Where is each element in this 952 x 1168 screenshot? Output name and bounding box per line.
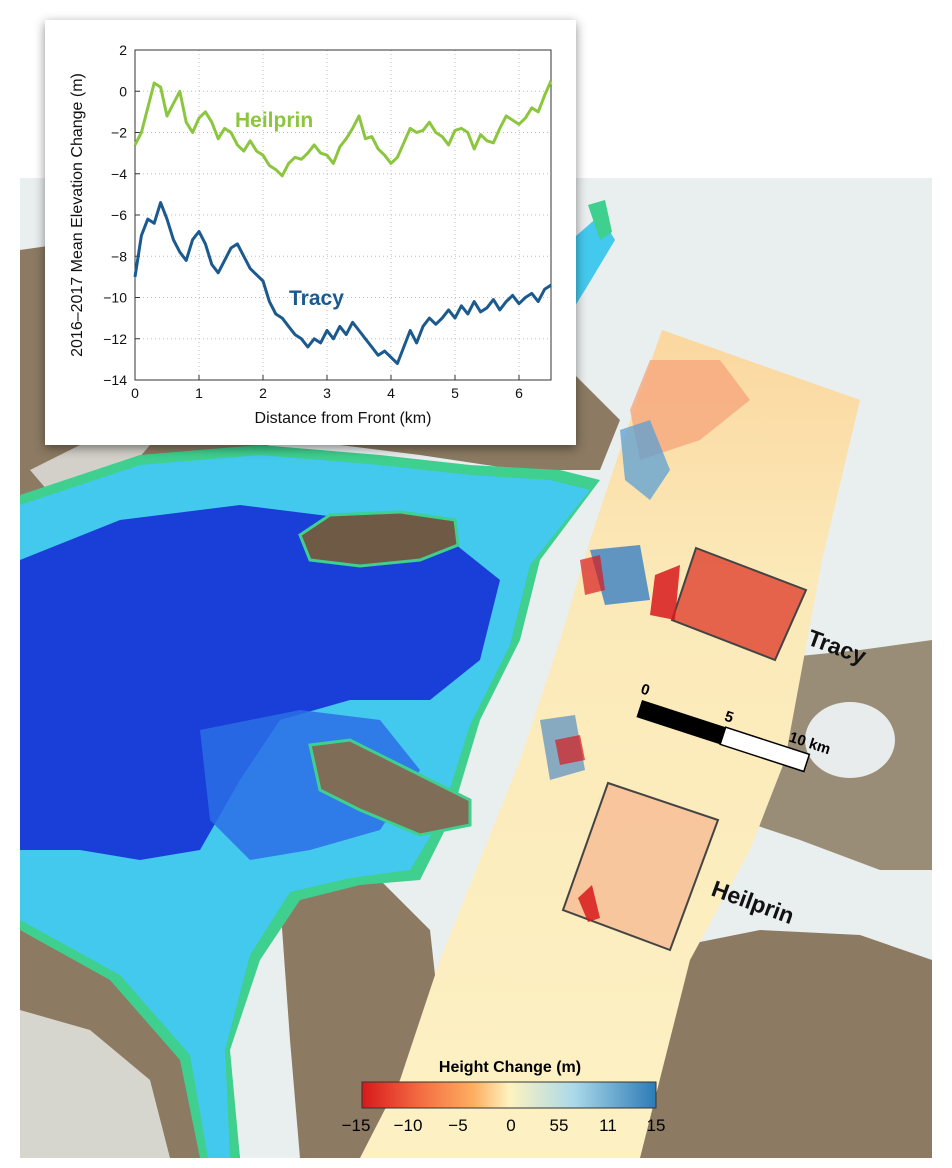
tracy-red-scatter: [580, 555, 605, 595]
series-label-heilprin: Heilprin: [235, 109, 313, 132]
series-label-tracy: Tracy: [289, 287, 344, 310]
heilprin-box: [561, 781, 720, 952]
land-east-snow: [805, 702, 895, 778]
scale-bar-white-segment: [719, 726, 811, 773]
scale-bar-black-segment: [636, 700, 726, 745]
x-axis-title: Distance from Front (km): [255, 410, 432, 427]
series-line-tracy: [133, 201, 552, 365]
legend-title: Height Change (m): [439, 1059, 581, 1076]
fjord-upper-shelf: [588, 200, 612, 240]
legend-tick: −5: [448, 1116, 467, 1135]
island-south: [308, 738, 472, 837]
y-tick-label: −4: [111, 166, 127, 182]
chart-svg: 0 1 2 3 4 5 6 2 0 −2 −4 −6 −8 −10 −12 −14 Distance from…: [69, 42, 553, 427]
x-tick-label: 2: [259, 385, 267, 401]
legend-tick: 0: [506, 1116, 515, 1135]
land-southwest-snow: [20, 1010, 170, 1158]
strip-red-top: [630, 360, 750, 460]
island-north: [298, 510, 460, 568]
height-change-legend: Height Change (m) −15 −10 −5 0 55 11 15: [342, 1059, 666, 1135]
strip-blue-patch: [620, 420, 670, 500]
y-tick-label: 0: [119, 83, 127, 99]
x-tick-label: 3: [323, 385, 331, 401]
x-tick-label: 1: [195, 385, 203, 401]
y-tick-label: −6: [111, 207, 127, 223]
y-tick-label: −8: [111, 248, 127, 264]
heilprin-red-scatter: [555, 735, 585, 765]
y-tick-label: −2: [111, 125, 127, 141]
legend-tick: −15: [342, 1116, 371, 1135]
x-tick-label: 4: [387, 385, 395, 401]
y-tick-label: 2: [119, 42, 127, 58]
x-tick-label: 0: [131, 385, 139, 401]
legend-tick: −10: [394, 1116, 423, 1135]
legend-tick: 11: [599, 1116, 617, 1135]
y-tick-label: −10: [103, 290, 127, 306]
legend-tick: 15: [647, 1116, 666, 1135]
series-line-heilprin: [133, 80, 553, 178]
elevation-change-chart: 0 1 2 3 4 5 6 2 0 −2 −4 −6 −8 −10 −12 −14 Distance from…: [45, 20, 576, 445]
x-tick-label: 6: [515, 385, 523, 401]
legend-colorbar: [361, 1081, 657, 1109]
height-change-strip: [360, 330, 860, 1158]
legend-tick: 55: [550, 1116, 569, 1135]
y-tick-label: −14: [103, 372, 127, 388]
fjord-deep-water: [20, 505, 500, 860]
tracy-box: [670, 546, 808, 662]
y-axis-title: 2016–2017 Mean Elevation Change (m): [69, 73, 86, 357]
heilprin-red-front: [578, 885, 600, 922]
y-tick-label: −12: [103, 331, 127, 347]
chart-ticks: 0 1 2 3 4 5 6 2 0 −2 −4 −6 −8 −10 −12 −14: [103, 42, 523, 401]
chart-lines: [133, 80, 553, 365]
tracy-red-front: [650, 565, 680, 620]
x-tick-label: 5: [451, 385, 459, 401]
